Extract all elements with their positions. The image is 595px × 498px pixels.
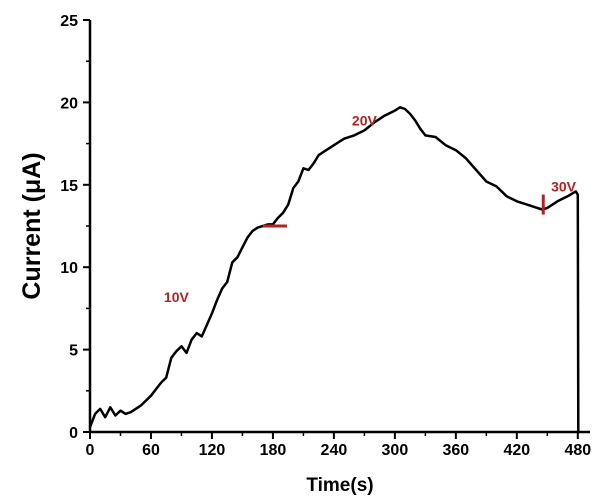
y-tick-label: 25 — [60, 13, 78, 30]
y-tick-label: 5 — [69, 343, 78, 360]
x-tick-label: 420 — [503, 442, 530, 459]
voltage-step-markers — [262, 194, 545, 228]
x-tick-label: 240 — [321, 442, 348, 459]
x-axis-title: Time(s) — [306, 475, 373, 496]
x-axis-ticks: 0 60 120 180 240 300 360 420 480 — [86, 432, 591, 459]
x-tick-label: 180 — [260, 442, 287, 459]
current-series-line — [88, 106, 580, 433]
x-tick-label: 480 — [564, 442, 591, 459]
voltage-annotations: 10V 20V 30V — [164, 112, 577, 304]
y-axis-title: Current (μA) — [18, 152, 46, 299]
x-tick-label: 60 — [142, 442, 160, 459]
voltage-label: 20V — [352, 112, 378, 128]
x-tick-label: 360 — [443, 442, 470, 459]
x-tick-label: 0 — [86, 442, 95, 459]
y-tick-label: 0 — [69, 425, 78, 442]
voltage-label: 30V — [551, 178, 577, 194]
y-axis-ticks: 0 5 10 15 20 25 — [60, 13, 90, 442]
x-tick-label: 120 — [199, 442, 226, 459]
y-tick-label: 10 — [60, 260, 78, 277]
x-tick-label: 300 — [382, 442, 409, 459]
chart-axes — [88, 20, 590, 434]
y-tick-label: 15 — [60, 178, 78, 195]
y-tick-label: 20 — [60, 95, 78, 112]
voltage-label: 10V — [164, 289, 190, 305]
